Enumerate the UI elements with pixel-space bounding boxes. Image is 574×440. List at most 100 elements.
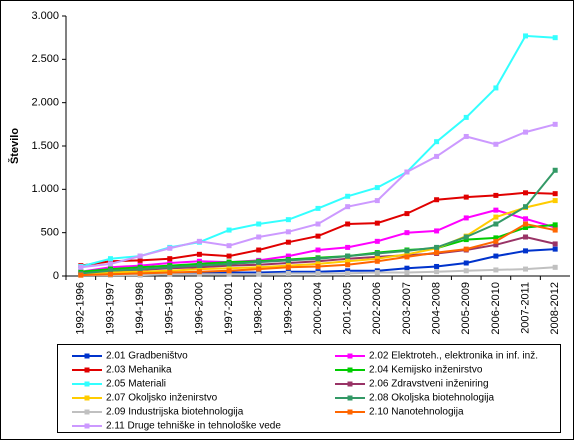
- legend-marker: [84, 423, 90, 429]
- x-tick-label: 2002-2006: [371, 282, 383, 335]
- legend-marker: [84, 395, 90, 401]
- point: [167, 264, 173, 270]
- point: [256, 259, 262, 265]
- point: [196, 266, 202, 272]
- point: [167, 270, 173, 276]
- point: [226, 268, 232, 274]
- x-tick-label: 2008-2012: [549, 282, 561, 335]
- point: [434, 263, 440, 269]
- point: [434, 244, 440, 250]
- point: [493, 221, 499, 227]
- point: [256, 262, 262, 268]
- point: [434, 250, 440, 256]
- point: [552, 167, 558, 173]
- point: [493, 192, 499, 198]
- legend-label: 2.07 Okoljsko inženirstvo: [106, 393, 218, 404]
- legend-marker: [84, 367, 90, 373]
- point: [374, 198, 380, 204]
- point: [523, 190, 529, 196]
- point: [463, 215, 469, 221]
- point: [404, 211, 410, 217]
- point: [552, 222, 558, 228]
- point: [196, 263, 202, 269]
- legend-label: 2.11 Druge tehniške in tehnološke vede: [106, 421, 281, 432]
- point: [137, 257, 143, 263]
- point: [463, 268, 469, 274]
- point: [315, 263, 321, 269]
- point: [523, 33, 529, 39]
- point: [552, 264, 558, 270]
- y-tick-label: 1.000: [31, 183, 59, 195]
- x-tick-label: 1993-1997: [104, 282, 116, 335]
- point: [315, 270, 321, 276]
- point: [552, 191, 558, 197]
- x-tick-label: 1992-1996: [75, 282, 87, 335]
- point: [463, 133, 469, 139]
- point: [137, 270, 143, 276]
- point: [256, 234, 262, 240]
- point: [78, 264, 84, 270]
- point: [315, 247, 321, 253]
- point: [434, 153, 440, 159]
- y-tick-label: 2.500: [31, 53, 59, 65]
- x-tick-label: 2001-2005: [342, 282, 354, 335]
- point: [226, 261, 232, 267]
- point: [285, 260, 291, 266]
- point: [196, 269, 202, 275]
- legend-label: 2.02 Elektroteh., elektronika in inf. in…: [369, 351, 538, 362]
- point: [196, 251, 202, 257]
- legend-label: 2.08 Okoljska biotehnologija: [369, 393, 495, 404]
- point: [493, 235, 499, 241]
- point: [167, 256, 173, 262]
- point: [285, 264, 291, 270]
- point: [345, 258, 351, 264]
- point: [345, 193, 351, 199]
- point: [345, 256, 351, 262]
- point: [374, 238, 380, 244]
- point: [285, 217, 291, 223]
- point: [226, 253, 232, 259]
- x-tick-label: 1994-1998: [134, 282, 146, 335]
- legend-marker: [347, 367, 353, 373]
- point: [196, 258, 202, 264]
- point: [523, 216, 529, 222]
- point: [107, 258, 113, 264]
- point: [345, 253, 351, 259]
- point: [493, 85, 499, 91]
- point: [552, 241, 558, 247]
- point: [345, 270, 351, 276]
- point: [285, 229, 291, 235]
- point: [404, 251, 410, 257]
- point: [285, 257, 291, 263]
- point: [493, 207, 499, 213]
- point: [315, 221, 321, 227]
- legend-label: 2.05 Materiali: [106, 379, 166, 390]
- point: [226, 271, 232, 277]
- point: [345, 221, 351, 227]
- point: [523, 129, 529, 135]
- point: [285, 253, 291, 259]
- point: [404, 248, 410, 254]
- point: [167, 245, 173, 251]
- point: [107, 271, 113, 277]
- legend-label: 2.01 Gradbeništvo: [106, 351, 188, 362]
- point: [404, 254, 410, 260]
- point: [374, 256, 380, 262]
- x-tick-label: 1996-2000: [193, 282, 205, 335]
- legend-label: 2.06 Zdravstveni inženiring: [369, 379, 489, 390]
- legend-marker: [84, 381, 90, 387]
- point: [315, 205, 321, 211]
- point: [404, 270, 410, 276]
- point: [463, 114, 469, 120]
- point: [523, 234, 529, 240]
- point: [285, 239, 291, 245]
- x-tick-label: 2000-2004: [312, 282, 324, 335]
- point: [404, 169, 410, 175]
- point: [493, 242, 499, 248]
- point: [552, 224, 558, 230]
- point: [315, 261, 321, 267]
- point: [315, 256, 321, 262]
- point: [523, 204, 529, 210]
- point: [315, 258, 321, 264]
